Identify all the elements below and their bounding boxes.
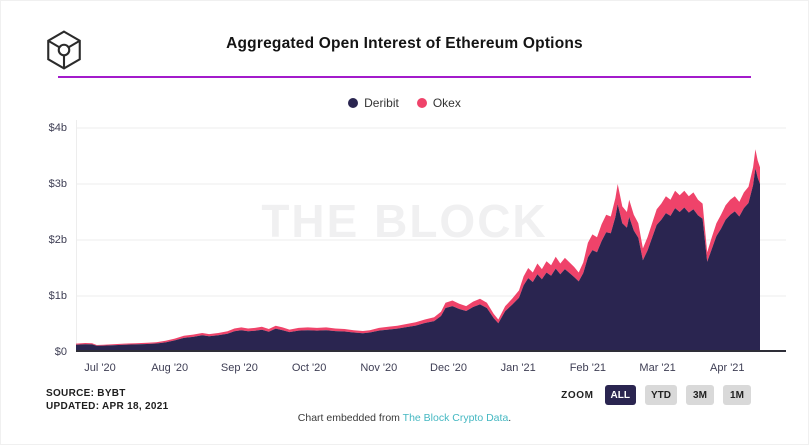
legend-dot-icon: [416, 98, 427, 108]
legend-item-okex[interactable]: Okex: [416, 96, 461, 110]
x-axis-label: Sep '20: [220, 362, 258, 374]
y-axis-label: $2b: [48, 234, 67, 246]
y-axis-label: $1b: [48, 290, 67, 302]
zoom-label: ZOOM: [561, 389, 594, 401]
chart-plot-area[interactable]: [76, 120, 786, 352]
embed-note-period: .: [508, 412, 512, 424]
zoom-button-all[interactable]: ALL: [604, 385, 636, 405]
embed-link[interactable]: The Block Crypto Data: [402, 412, 509, 424]
zoom-button-ytd[interactable]: YTD: [645, 385, 677, 405]
y-axis: $0 $1b $2b $3b $4b: [1, 120, 67, 358]
x-axis-label: Mar '21: [639, 362, 676, 374]
y-axis-label: $4b: [48, 122, 67, 134]
legend-item-deribit[interactable]: Deribit: [348, 96, 399, 110]
legend-label: Deribit: [364, 96, 399, 110]
x-axis-label: Feb '21: [569, 362, 607, 374]
legend-dot-icon: [348, 98, 359, 108]
chart-title: Aggregated Open Interest of Ethereum Opt…: [226, 35, 583, 52]
y-axis-label: $3b: [48, 178, 67, 190]
chart-legend: Deribit Okex: [1, 96, 808, 110]
header-divider: [58, 76, 751, 78]
updated-label: UPDATED: APR 18, 2021: [46, 401, 169, 412]
zoom-controls: ZOOM ALL YTD 3M 1M: [561, 385, 751, 405]
x-axis-label: Jan '21: [500, 362, 536, 374]
zoom-button-3m[interactable]: 3M: [686, 385, 714, 405]
x-axis: Jul '20 Aug '20 Sep '20 Oct '20 Nov '20 Dec '…: [76, 362, 786, 378]
zoom-button-1m[interactable]: 1M: [723, 385, 751, 405]
source-info: SOURCE: BYBT UPDATED: APR 18, 2021: [46, 387, 168, 413]
x-axis-label: Oct '20: [291, 362, 327, 374]
x-axis-label: Jul '20: [84, 362, 116, 374]
legend-label: Okex: [432, 96, 461, 110]
y-axis-label: $0: [54, 346, 67, 358]
the-block-logo-icon: [47, 30, 81, 70]
watermark: THE BLOCK: [261, 195, 548, 247]
x-axis-label: Nov '20: [360, 362, 398, 374]
embed-note-text: Chart embedded from: [297, 412, 403, 424]
x-axis-label: Aug '20: [151, 362, 189, 374]
deribit-area-series: [76, 168, 760, 352]
source-label: SOURCE: BYBT: [46, 388, 126, 399]
x-axis-label: Apr '21: [710, 362, 745, 374]
x-axis-label: Dec '20: [430, 362, 467, 374]
embed-note: Chart embedded from The Block Crypto Dat…: [1, 412, 808, 424]
